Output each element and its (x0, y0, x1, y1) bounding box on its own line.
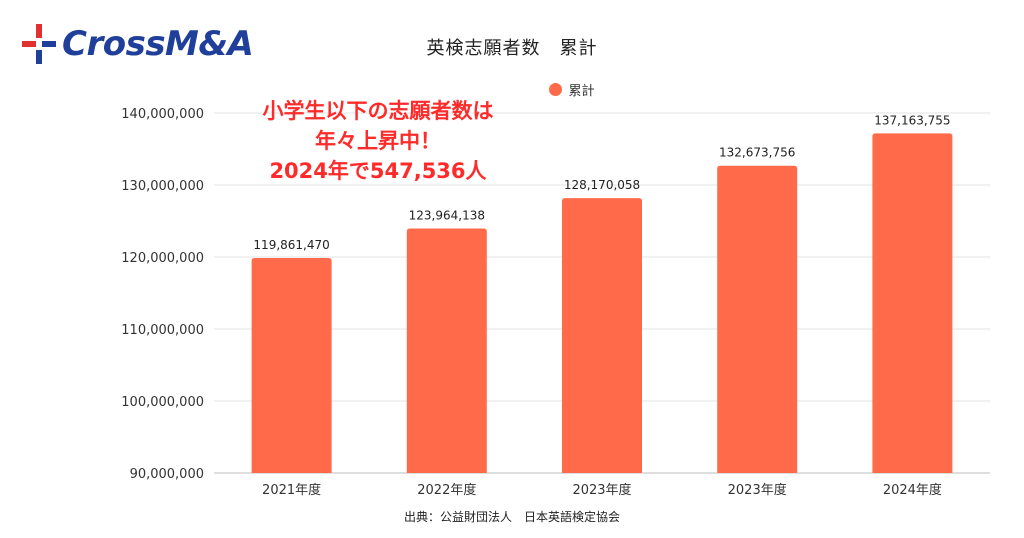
x-category-label: 2022年度 (417, 482, 476, 498)
y-tick-label: 130,000,000 (121, 179, 204, 194)
bar-value-label: 128,170,058 (564, 178, 640, 192)
annotation-line-2: 年々上昇中！ (315, 129, 441, 153)
y-tick-label: 100,000,000 (121, 395, 204, 410)
bar (562, 198, 642, 473)
chart-legend: 累計 (0, 80, 1024, 99)
x-category-label: 2023年度 (572, 482, 631, 498)
brand-logo: CrossM&A (20, 18, 254, 70)
bar-value-label: 137,163,755 (874, 113, 950, 127)
source-note: 出典：公益財団法人 日本英語検定協会 (403, 510, 620, 524)
y-tick-label: 90,000,000 (130, 467, 204, 482)
x-category-label: 2021年度 (262, 482, 321, 498)
bar-value-label: 123,964,138 (409, 208, 485, 222)
chart-title: 英検志願者数 累計 (426, 38, 598, 59)
legend-swatch (549, 83, 563, 96)
cross-logo-icon (22, 24, 56, 64)
bar (406, 228, 487, 473)
y-tick-label: 140,000,000 (121, 107, 204, 122)
annotation-line-1: 小学生以下の志願者数は (262, 99, 494, 123)
y-tick-label: 120,000,000 (121, 251, 204, 266)
x-category-label: 2024年度 (883, 482, 942, 498)
annotation-line-3: 2024年で547,536人 (269, 159, 487, 183)
y-tick-label: 110,000,000 (121, 323, 204, 338)
bar (872, 133, 953, 473)
bar (251, 257, 332, 473)
bar (717, 165, 798, 473)
callout-annotation: 小学生以下の志願者数は 年々上昇中！ 2024年で547,536人 (248, 96, 508, 186)
legend-label: 累計 (568, 84, 595, 99)
bar-value-label: 132,673,756 (719, 146, 795, 160)
bar-value-label: 119,861,470 (253, 238, 329, 252)
logo-text: CrossM&A (62, 24, 254, 64)
x-category-label: 2023年度 (728, 482, 787, 498)
